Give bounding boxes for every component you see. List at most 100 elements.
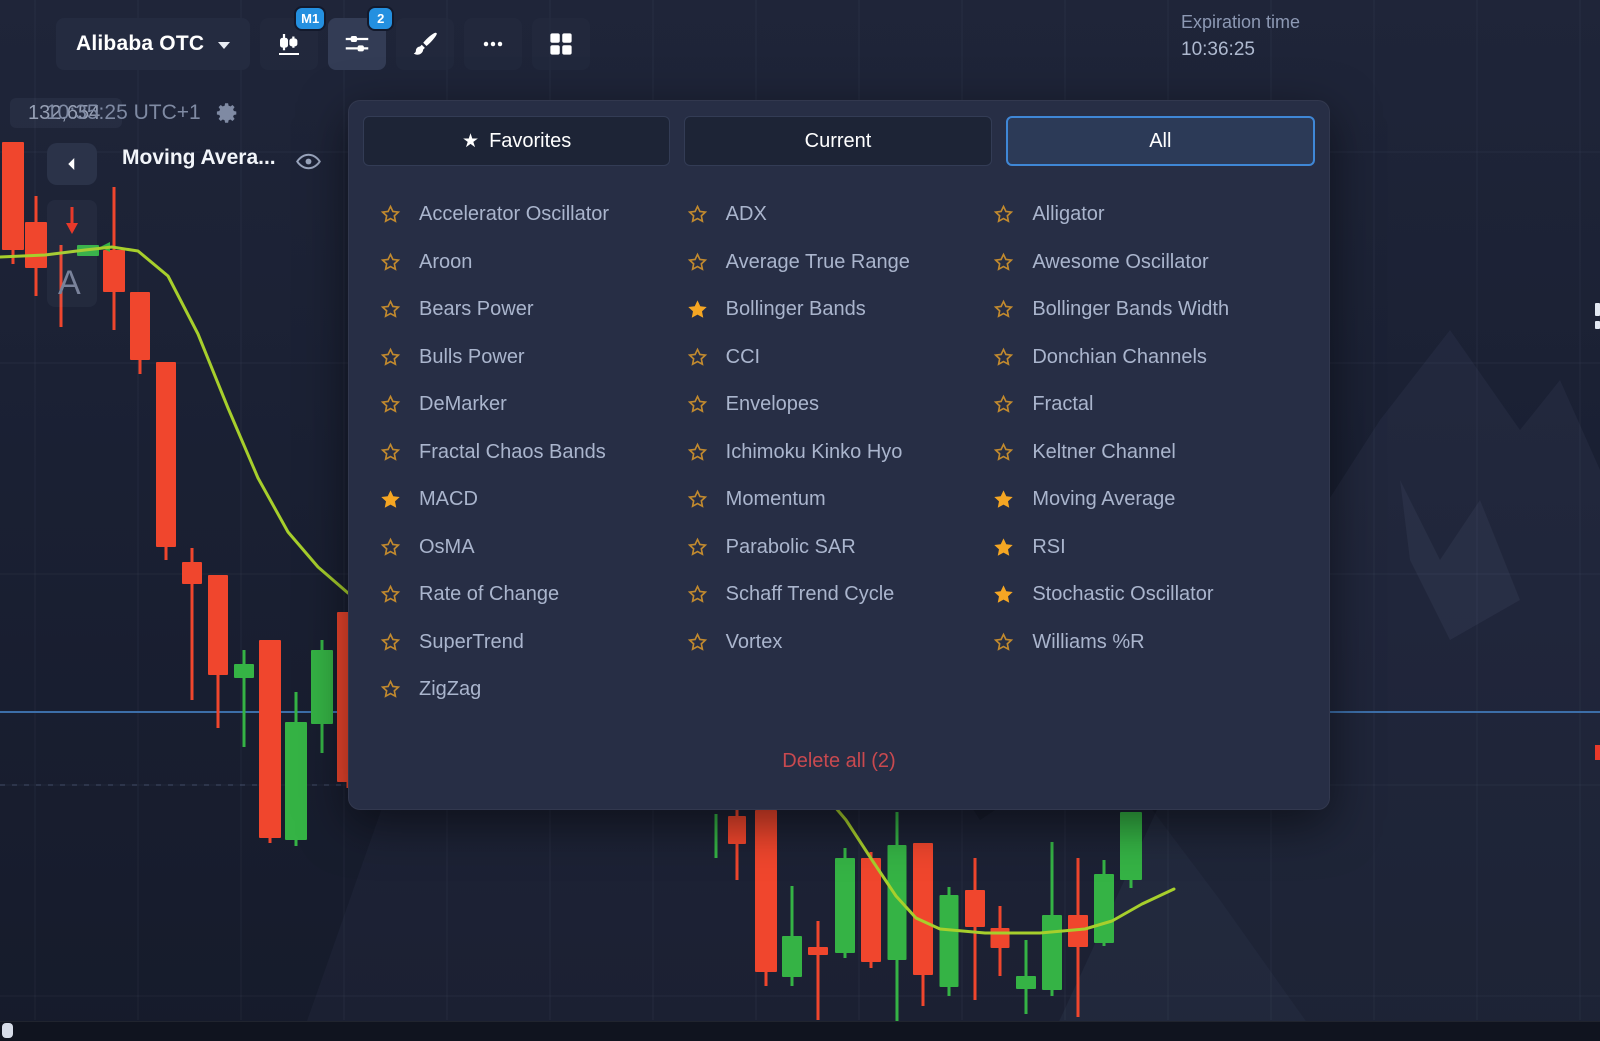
favorite-star-icon[interactable] <box>379 678 402 701</box>
candle-body <box>835 858 855 953</box>
indicator-item-momentum[interactable]: Momentum <box>686 476 993 524</box>
indicator-item-bollinger-bands[interactable]: Bollinger Bands <box>686 286 993 334</box>
favorite-star-icon[interactable] <box>686 536 709 559</box>
favorite-star-icon[interactable] <box>686 583 709 606</box>
favorite-star-icon[interactable] <box>992 393 1015 416</box>
indicator-label: Fractal <box>1032 393 1094 416</box>
favorite-star-icon[interactable] <box>686 346 709 369</box>
indicators-sliders-icon <box>342 29 372 59</box>
indicator-label: Vortex <box>725 630 783 653</box>
favorite-star-icon[interactable] <box>686 298 709 321</box>
scrollbar-handle[interactable] <box>2 1023 13 1038</box>
clock-row: 10:35:25 UTC+1 <box>46 101 239 125</box>
favorite-star-icon[interactable] <box>992 251 1015 274</box>
indicator-item-average-true-range[interactable]: Average True Range <box>686 239 993 287</box>
candle-body <box>208 575 228 675</box>
indicator-item-fractal[interactable]: Fractal <box>992 381 1299 429</box>
favorite-star-icon[interactable] <box>686 488 709 511</box>
favorite-star-icon[interactable] <box>379 346 402 369</box>
indicator-item-accelerator-oscillator[interactable]: Accelerator Oscillator <box>379 191 686 239</box>
indicator-label: ZigZag <box>419 678 482 701</box>
favorite-star-icon[interactable] <box>379 441 402 464</box>
indicators-count-badge: 2 <box>367 6 395 31</box>
indicator-item-awesome-oscillator[interactable]: Awesome Oscillator <box>992 239 1299 287</box>
indicator-item-alligator[interactable]: Alligator <box>992 191 1299 239</box>
indicator-column: Accelerator Oscillator Aroon Bears Power Bu… <box>379 191 686 714</box>
indicator-item-bulls-power[interactable]: Bulls Power <box>379 334 686 382</box>
indicator-label: Keltner Channel <box>1032 440 1176 463</box>
indicator-item-moving-average[interactable]: Moving Average <box>992 476 1299 524</box>
indicator-columns: Accelerator Oscillator Aroon Bears Power Bu… <box>379 191 1299 714</box>
chart-type-button[interactable]: M1 <box>260 6 327 70</box>
indicator-item-parabolic-sar[interactable]: Parabolic SAR <box>686 524 993 572</box>
favorite-star-icon[interactable] <box>992 631 1015 654</box>
favorite-star-icon[interactable] <box>379 488 402 511</box>
indicator-label: Donchian Channels <box>1032 345 1207 368</box>
indicator-label: DeMarker <box>419 393 507 416</box>
indicator-item-bollinger-bands-width[interactable]: Bollinger Bands Width <box>992 286 1299 334</box>
favorite-star-icon[interactable] <box>992 298 1015 321</box>
indicator-item-stochastic-oscillator[interactable]: Stochastic Oscillator <box>992 571 1299 619</box>
indicator-item-adx[interactable]: ADX <box>686 191 993 239</box>
indicator-item-zigzag[interactable]: ZigZag <box>379 666 686 714</box>
bottom-scrollbar-track[interactable] <box>0 1021 1600 1041</box>
favorite-star-icon[interactable] <box>379 583 402 606</box>
gear-icon[interactable] <box>215 101 239 125</box>
favorite-star-icon[interactable] <box>992 441 1015 464</box>
favorite-star-icon[interactable] <box>686 393 709 416</box>
indicator-item-macd[interactable]: MACD <box>379 476 686 524</box>
indicator-item-cci[interactable]: CCI <box>686 334 993 382</box>
favorite-star-icon[interactable] <box>992 488 1015 511</box>
indicator-item-donchian-channels[interactable]: Donchian Channels <box>992 334 1299 382</box>
favorite-star-icon[interactable] <box>686 203 709 226</box>
layout-grid-button[interactable] <box>532 18 591 70</box>
indicator-item-supertrend[interactable]: SuperTrend <box>379 619 686 667</box>
indicator-item-ichimoku-kinko-hyo[interactable]: Ichimoku Kinko Hyo <box>686 429 993 477</box>
favorite-star-icon[interactable] <box>379 631 402 654</box>
indicator-item-williams-r[interactable]: Williams %R <box>992 619 1299 667</box>
tab-all[interactable]: All <box>1005 116 1315 166</box>
favorite-star-icon[interactable] <box>379 251 402 274</box>
indicator-item-rsi[interactable]: RSI <box>992 524 1299 572</box>
asset-selector[interactable]: Alibaba OTC <box>56 18 251 70</box>
favorite-star-icon[interactable] <box>992 203 1015 226</box>
indicator-item-demarker[interactable]: DeMarker <box>379 381 686 429</box>
indicator-item-vortex[interactable]: Vortex <box>686 619 993 667</box>
eye-icon[interactable] <box>295 148 322 175</box>
favorite-star-icon[interactable] <box>992 536 1015 559</box>
indicator-item-fractal-chaos-bands[interactable]: Fractal Chaos Bands <box>379 429 686 477</box>
favorite-star-icon[interactable] <box>992 346 1015 369</box>
tab-current[interactable]: Current <box>684 116 992 166</box>
candle-body <box>1016 976 1036 989</box>
expiration-time: 10:36:25 <box>1181 39 1255 60</box>
favorite-star-icon[interactable] <box>379 536 402 559</box>
timeframe-badge: M1 <box>294 6 327 31</box>
delete-all-button[interactable]: Delete all (2) <box>349 750 1329 773</box>
expiration-label: Expiration time <box>1181 12 1301 32</box>
favorite-star-icon[interactable] <box>686 251 709 274</box>
indicator-item-aroon[interactable]: Aroon <box>379 239 686 287</box>
moving-average-line <box>822 792 1176 935</box>
ellipsis-icon <box>479 30 507 58</box>
indicator-item-rate-of-change[interactable]: Rate of Change <box>379 571 686 619</box>
back-button[interactable] <box>47 143 97 185</box>
drawing-tools-button[interactable] <box>396 18 455 70</box>
more-tools-button[interactable] <box>464 18 523 70</box>
indicator-item-envelopes[interactable]: Envelopes <box>686 381 993 429</box>
indicators-button[interactable]: 2 <box>328 6 395 70</box>
favorite-star-icon[interactable] <box>686 441 709 464</box>
favorite-star-icon[interactable] <box>379 393 402 416</box>
favorite-star-icon[interactable] <box>379 203 402 226</box>
favorite-star-icon[interactable] <box>992 583 1015 606</box>
indicator-item-schaff-trend-cycle[interactable]: Schaff Trend Cycle <box>686 571 993 619</box>
asset-name: Alibaba OTC <box>76 32 205 55</box>
tab-favorites[interactable]: ★ Favorites <box>363 116 671 166</box>
indicator-label: Envelopes <box>725 393 820 416</box>
favorite-star-icon[interactable] <box>379 298 402 321</box>
indicator-item-keltner-channel[interactable]: Keltner Channel <box>992 429 1299 477</box>
indicator-label: OsMA <box>419 535 475 558</box>
favorite-star-icon[interactable] <box>686 631 709 654</box>
indicator-item-bears-power[interactable]: Bears Power <box>379 286 686 334</box>
indicator-label: Bulls Power <box>419 345 525 368</box>
indicator-item-osma[interactable]: OsMA <box>379 524 686 572</box>
